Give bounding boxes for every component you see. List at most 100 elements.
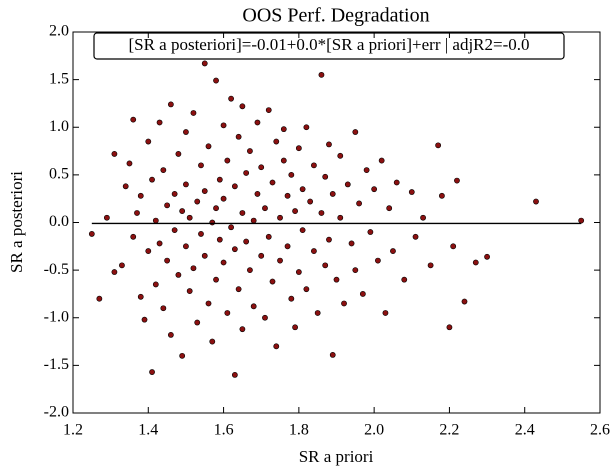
point	[134, 210, 140, 216]
y-tick-label: -0.5	[44, 261, 69, 278]
annotation-box	[93, 32, 565, 60]
point	[273, 138, 280, 145]
annotation: [SR a posteriori]=-0.01+0.0*[SR a priori…	[128, 35, 529, 54]
point	[224, 310, 231, 316]
point	[322, 262, 329, 269]
point	[288, 171, 295, 178]
point	[209, 219, 216, 226]
point	[171, 227, 178, 234]
point	[213, 77, 219, 84]
point	[438, 192, 445, 199]
point	[378, 157, 385, 164]
point	[111, 151, 118, 157]
point	[239, 210, 246, 216]
point	[167, 101, 174, 108]
point	[228, 224, 234, 231]
point	[299, 186, 306, 193]
point	[472, 259, 479, 266]
point	[179, 208, 186, 214]
point	[145, 248, 152, 254]
point	[352, 267, 359, 274]
point	[284, 192, 291, 199]
point	[427, 262, 434, 269]
point	[111, 269, 118, 275]
point	[137, 192, 144, 199]
point	[461, 298, 468, 305]
point	[484, 253, 490, 260]
x-tick-label: 1.2	[63, 422, 83, 439]
point	[307, 198, 314, 205]
point	[318, 71, 325, 78]
point	[250, 303, 257, 310]
point	[224, 157, 231, 164]
y-tick-label: 1.0	[49, 118, 69, 135]
x-tick-label: 1.8	[289, 422, 309, 439]
point	[344, 181, 351, 188]
point	[145, 138, 152, 145]
x-tick-label: 2.4	[515, 422, 535, 439]
point	[401, 276, 408, 283]
point	[171, 191, 178, 197]
point	[149, 176, 155, 183]
point	[201, 188, 208, 194]
point	[280, 126, 287, 133]
point	[348, 240, 355, 247]
point	[156, 240, 163, 247]
point	[277, 257, 283, 264]
point	[303, 124, 310, 131]
y-tick-label: 0.5	[49, 166, 69, 183]
point	[183, 181, 189, 188]
point	[454, 177, 460, 184]
point	[175, 151, 182, 157]
point	[164, 202, 171, 209]
point	[160, 167, 167, 174]
point	[201, 252, 208, 259]
point	[152, 217, 159, 224]
point	[341, 300, 347, 307]
point	[356, 200, 362, 207]
point	[130, 233, 137, 240]
point	[262, 314, 268, 321]
point	[149, 369, 155, 375]
point	[167, 331, 174, 338]
point	[213, 205, 219, 212]
point	[201, 60, 208, 67]
point	[119, 262, 125, 269]
y-tick-label: -1.5	[44, 356, 69, 373]
point	[137, 293, 144, 300]
point	[295, 269, 302, 275]
point	[220, 259, 227, 266]
point	[277, 214, 283, 221]
point	[333, 276, 340, 283]
point	[446, 324, 453, 331]
point	[337, 214, 344, 221]
point	[190, 110, 197, 116]
point	[198, 231, 204, 237]
point	[280, 157, 287, 164]
point	[382, 310, 389, 316]
point	[262, 205, 268, 212]
point	[220, 122, 227, 129]
point	[352, 129, 359, 135]
point	[269, 179, 276, 186]
point	[152, 281, 159, 288]
y-tick-label: 1.5	[49, 70, 69, 87]
point	[220, 195, 227, 202]
point	[239, 103, 246, 110]
point	[265, 233, 272, 240]
point	[258, 252, 265, 259]
point	[239, 326, 246, 333]
point	[337, 152, 344, 159]
point	[130, 116, 137, 123]
point	[213, 276, 219, 283]
x-tick-label: 1.6	[214, 422, 234, 439]
y-axis-label: SR a posteriori	[7, 171, 26, 273]
point	[363, 167, 370, 174]
point	[322, 173, 329, 180]
point	[265, 107, 272, 114]
point	[160, 305, 167, 312]
point	[412, 233, 419, 240]
x-tick-label: 1.4	[138, 422, 158, 439]
point	[183, 243, 189, 250]
